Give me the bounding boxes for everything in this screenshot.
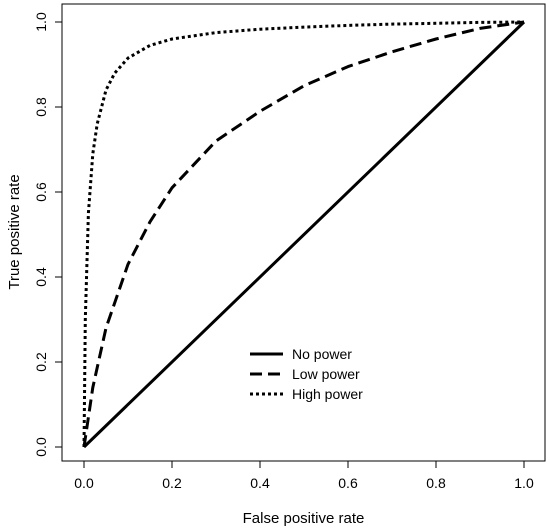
legend-label: Low power [292, 366, 360, 382]
y-tick-label: 1.0 [33, 12, 49, 32]
tick-layer: 0.0 0.2 0.4 0.6 0.8 1.0 0.0 0.2 0.4 0.6 0.8 1.0 [33, 12, 534, 491]
legend: No power Low power High power [250, 346, 363, 402]
y-tick-label: 0.8 [33, 97, 49, 117]
legend-label: No power [292, 346, 352, 362]
y-axis-title: True positive rate [6, 174, 23, 289]
x-tick-label: 0.6 [338, 475, 358, 491]
x-tick-label: 0.2 [162, 475, 182, 491]
series-line-dotted [82, 20, 525, 448]
x-tick-label: 0.4 [250, 475, 270, 491]
y-tick-label: 0.2 [33, 352, 49, 372]
x-tick-label: 0.0 [74, 475, 94, 491]
series-layer [82, 20, 526, 449]
y-tick-label: 0.6 [33, 182, 49, 202]
series-line-dashed [82, 20, 525, 448]
plot-frame [61, 3, 546, 462]
x-tick-label: 0.8 [426, 475, 446, 491]
series-line-solid [82, 20, 526, 449]
x-axis-title: False positive rate [243, 510, 365, 527]
y-tick-label: 0.0 [33, 437, 49, 457]
legend-label: High power [292, 386, 363, 402]
x-tick-label: 1.0 [514, 475, 534, 491]
y-tick-label: 0.4 [33, 267, 49, 287]
